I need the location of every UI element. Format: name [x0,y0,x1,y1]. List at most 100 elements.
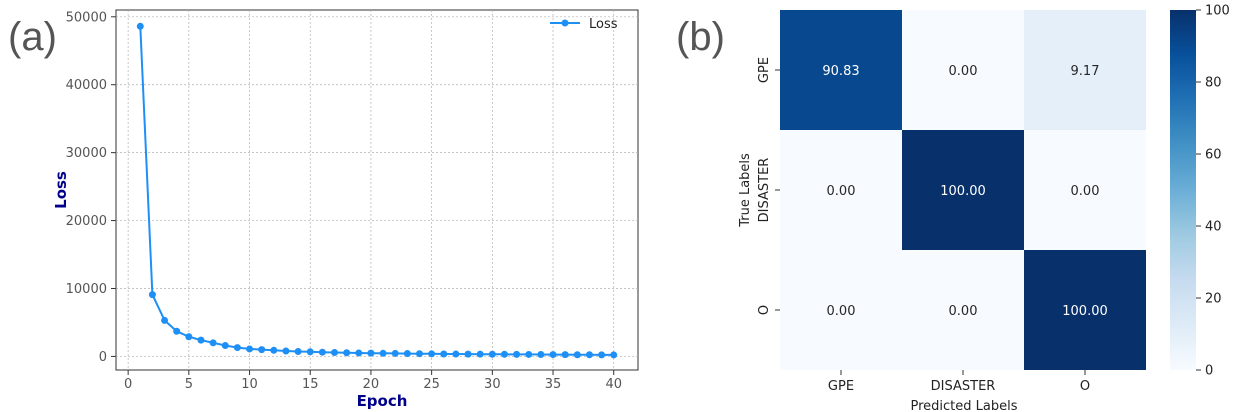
heatmap-cell [780,130,902,250]
x-tick-label: 35 [545,377,562,392]
heatmap-y-tick-label: O [757,305,772,315]
loss-point [343,349,351,357]
heatmap-y-tick-label: DISASTER [757,158,772,223]
x-tick-label: 40 [605,377,622,392]
heatmap-cell [902,130,1024,250]
loss-point [476,350,484,358]
heatmap-cell [780,250,902,370]
loss-point [488,350,496,358]
loss-point [258,346,266,354]
x-tick-label: 0 [124,377,132,392]
loss-line [139,26,614,356]
loss-point [197,336,205,344]
y-tick-label: 0 [99,350,107,365]
heatmap-cell-value: 0.00 [949,64,978,79]
loss-point [221,342,229,350]
loss-point [209,339,217,347]
heatmap-cell [902,10,1024,130]
heatmap-cell-value: 0.00 [949,304,978,319]
loss-point [598,351,606,359]
heatmap-cell-value: 100.00 [940,184,986,199]
confusion-matrix-heatmap: 90.83 0.00 9.17 0.00 100.00 0.00 0.00 0.00 100.0… [738,4,1230,412]
x-tick-label: 5 [185,377,193,392]
loss-point [136,22,144,30]
y-tick-label: 50000 [66,10,107,25]
x-axis-label: Epoch [357,392,408,410]
heatmap-cell-value: 0.00 [827,184,856,199]
loss-point [391,349,399,357]
loss-point [270,346,278,354]
heatmap-cell [1024,130,1146,250]
line-plot-area [115,9,639,371]
loss-point [500,350,508,358]
colorbar-tick-label: 0 [1205,364,1213,379]
heatmap-x-tick-label: GPE [828,379,854,394]
colorbar-tick-label: 100 [1205,4,1230,19]
heatmap-x-label: Predicted Labels [910,399,1017,412]
loss-point [379,349,387,357]
loss-point [185,333,193,341]
line-grid [116,10,638,370]
x-tick-label: 15 [302,377,319,392]
heatmap-x-tick-label: DISASTER [931,379,996,394]
loss-point [233,344,241,352]
y-tick-label: 10000 [66,282,107,297]
loss-line-chart: 0 5 10 15 20 25 30 35 40 0 10000 20000 30000 40000 500… [52,9,639,410]
heatmap-cell [902,250,1024,370]
x-tick-label: 20 [363,377,380,392]
loss-point [246,345,254,353]
heatmap-x-tick-label: O [1080,379,1090,394]
loss-point [415,350,423,358]
panel-label-a: (a) [8,15,57,59]
y-axis-label: Loss [52,171,70,209]
line-ticks: 0 5 10 15 20 25 30 35 40 0 10000 20000 30000 40000 500… [66,10,622,392]
loss-point [452,350,460,358]
loss-point [573,351,581,359]
y-tick-label: 20000 [66,214,107,229]
colorbar-ticks: 0 20 40 60 80 100 [1196,4,1230,379]
loss-point [585,351,593,359]
heatmap-cell-value: 9.17 [1071,64,1100,79]
legend: Loss [550,17,618,32]
loss-point [464,350,472,358]
loss-point [148,291,156,299]
x-tick-label: 30 [484,377,501,392]
loss-point [428,350,436,358]
loss-point [549,351,557,359]
loss-point [294,348,302,356]
legend-label: Loss [589,17,618,32]
y-tick-label: 40000 [66,78,107,93]
loss-point [161,316,169,324]
loss-point [513,350,521,358]
loss-point [610,351,618,359]
y-tick-label: 30000 [66,146,107,161]
colorbar-tick-label: 40 [1205,220,1222,235]
heatmap-cells: 90.83 0.00 9.17 0.00 100.00 0.00 0.00 0.00 100.0… [780,10,1146,370]
heatmap-cell-value: 100.00 [1062,304,1108,319]
colorbar [1170,10,1196,370]
heatmap-cell [780,10,902,130]
loss-point [537,351,545,359]
heatmap-ticks: GPE DISASTER O GPE DISASTER O [757,57,1090,394]
loss-point [282,347,290,355]
colorbar-tick-label: 80 [1205,76,1222,91]
x-tick-label: 25 [423,377,440,392]
heatmap-cell [1024,10,1146,130]
panel-label-b: (b) [676,15,725,59]
heatmap-cell-value: 90.83 [822,64,859,79]
heatmap-y-tick-label: GPE [757,57,772,83]
loss-point [403,350,411,358]
colorbar-tick-label: 60 [1205,148,1222,163]
heatmap-cell [1024,250,1146,370]
colorbar-tick-label: 20 [1205,292,1222,307]
loss-point [355,349,363,357]
loss-point [525,350,533,358]
loss-point [561,351,569,359]
loss-point [367,349,375,357]
loss-point [173,327,181,335]
heatmap-cell-value: 0.00 [827,304,856,319]
heatmap-y-label: True Labels [738,153,753,228]
x-tick-label: 10 [241,377,258,392]
loss-point [440,350,448,358]
